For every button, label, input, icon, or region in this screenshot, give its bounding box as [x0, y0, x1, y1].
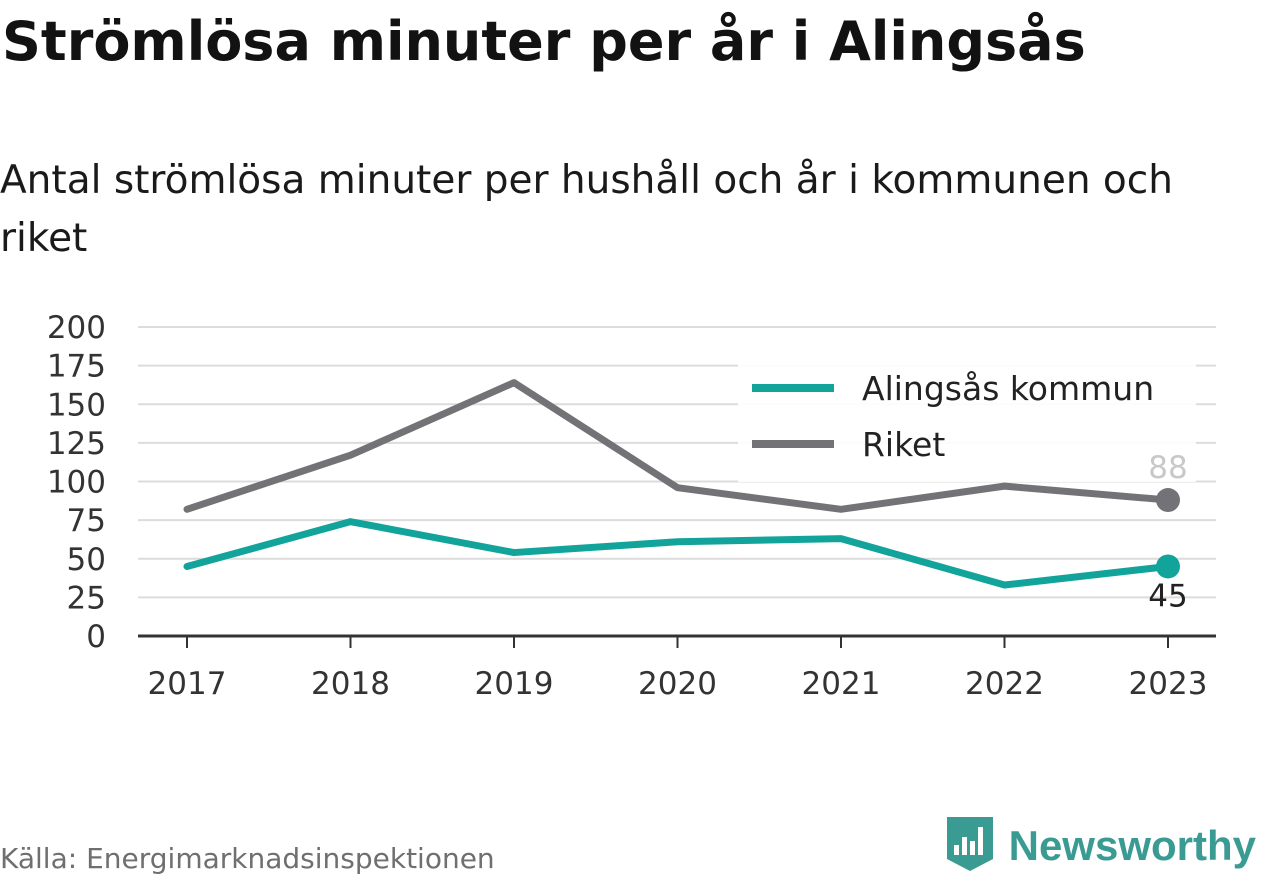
legend-label: Alingsås kommun: [862, 369, 1154, 408]
brand-name: Newsworthy: [1008, 822, 1256, 869]
newsworthy-logo-icon: [945, 815, 995, 877]
series-line-alingsas: [183, 518, 1172, 589]
legend: Alingsås kommun Riket: [738, 364, 1196, 482]
y-tick-label: 200: [47, 310, 106, 346]
chart-subtitle: Antal strömlösa minuter per hushåll och …: [0, 158, 1173, 261]
x-tick-label: 2017: [148, 666, 227, 702]
series-lines: [183, 379, 1180, 589]
legend-label: Riket: [862, 425, 945, 464]
source-note: Källa: Energimarknadsinspektionen: [0, 842, 495, 875]
y-tick-label: 50: [67, 542, 106, 578]
x-tick-label: 2018: [311, 666, 390, 702]
x-tick-label: 2021: [802, 666, 881, 702]
y-tick-label: 75: [67, 503, 106, 539]
x-tick-label: 2020: [638, 666, 717, 702]
series-line-riket: [183, 379, 1172, 513]
x-tick-label: 2019: [475, 666, 554, 702]
end-labels: 45 88: [1148, 450, 1187, 614]
end-label-alingsas: 45: [1148, 578, 1187, 614]
x-axis-ticks: 2017 2018 2019 2020 2021 2022 2023: [138, 634, 1216, 702]
end-label-riket: 88: [1148, 450, 1187, 486]
y-tick-label: 100: [47, 465, 106, 501]
chart-title: Strömlösa minuter per år i Alingsås: [2, 10, 1086, 73]
x-tick-label: 2023: [1129, 666, 1208, 702]
series-end-point: [1156, 554, 1180, 579]
y-tick-label: 0: [86, 619, 106, 655]
legend-background: [738, 364, 1196, 482]
y-tick-label: 150: [47, 387, 106, 423]
y-tick-label: 25: [67, 580, 106, 616]
y-tick-label: 125: [47, 426, 106, 462]
series-end-point: [1156, 488, 1180, 513]
brand-logo: Newsworthy: [945, 815, 1256, 877]
y-tick-label: 175: [47, 349, 106, 385]
x-tick-label: 2022: [965, 666, 1044, 702]
